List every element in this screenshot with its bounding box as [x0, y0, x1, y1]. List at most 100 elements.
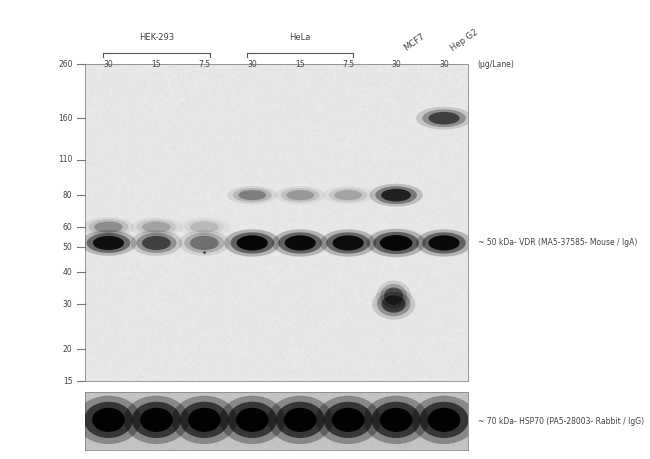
Ellipse shape: [334, 190, 362, 200]
Ellipse shape: [136, 233, 177, 253]
Text: 20: 20: [63, 345, 73, 353]
Ellipse shape: [286, 190, 314, 200]
Ellipse shape: [428, 235, 460, 251]
Ellipse shape: [188, 408, 220, 432]
Ellipse shape: [372, 288, 415, 320]
Ellipse shape: [428, 408, 460, 432]
Ellipse shape: [231, 232, 274, 254]
Ellipse shape: [227, 186, 278, 204]
Text: ~ 50 kDa- VDR (MA5-37585- Mouse / IgA): ~ 50 kDa- VDR (MA5-37585- Mouse / IgA): [478, 239, 637, 247]
Ellipse shape: [373, 232, 419, 254]
Ellipse shape: [380, 408, 412, 432]
Ellipse shape: [142, 222, 171, 233]
Ellipse shape: [233, 188, 272, 202]
Text: (μg/Lane): (μg/Lane): [478, 60, 514, 69]
Ellipse shape: [326, 232, 370, 254]
Ellipse shape: [179, 230, 230, 256]
Ellipse shape: [236, 408, 268, 432]
Ellipse shape: [416, 230, 472, 257]
Text: ~ 70 kDa- HSP70 (PA5-28003- Rabbit / IgG): ~ 70 kDa- HSP70 (PA5-28003- Rabbit / IgG…: [478, 416, 644, 425]
Ellipse shape: [76, 396, 141, 444]
Text: HeLa: HeLa: [289, 33, 311, 42]
Ellipse shape: [363, 396, 429, 444]
Ellipse shape: [184, 233, 224, 253]
Ellipse shape: [172, 396, 237, 444]
Ellipse shape: [367, 229, 426, 257]
Text: 30: 30: [439, 60, 449, 69]
Ellipse shape: [190, 222, 218, 233]
Ellipse shape: [220, 396, 285, 444]
Text: 15: 15: [151, 60, 161, 69]
Ellipse shape: [81, 230, 136, 256]
Ellipse shape: [92, 408, 125, 432]
Ellipse shape: [377, 292, 411, 316]
Text: 15: 15: [63, 376, 73, 386]
Ellipse shape: [275, 186, 325, 204]
Text: 7.5: 7.5: [198, 60, 211, 69]
Ellipse shape: [136, 219, 177, 235]
Ellipse shape: [140, 408, 173, 432]
Ellipse shape: [422, 109, 466, 127]
Ellipse shape: [315, 396, 381, 444]
Ellipse shape: [329, 188, 368, 202]
Text: 60: 60: [63, 223, 73, 232]
Ellipse shape: [375, 186, 417, 204]
Ellipse shape: [422, 232, 466, 254]
Ellipse shape: [411, 396, 476, 444]
Ellipse shape: [320, 230, 376, 257]
Text: 15: 15: [295, 60, 305, 69]
Ellipse shape: [281, 188, 320, 202]
Ellipse shape: [93, 236, 124, 250]
Ellipse shape: [369, 184, 423, 207]
Text: Hep G2: Hep G2: [449, 28, 480, 53]
Ellipse shape: [333, 235, 364, 251]
Ellipse shape: [372, 402, 421, 438]
Text: 110: 110: [58, 155, 73, 164]
Ellipse shape: [332, 408, 365, 432]
Ellipse shape: [124, 396, 189, 444]
Text: 50: 50: [63, 243, 73, 252]
Ellipse shape: [276, 402, 324, 438]
Ellipse shape: [380, 284, 407, 308]
Text: 30: 30: [63, 300, 73, 308]
Ellipse shape: [272, 230, 328, 257]
Ellipse shape: [416, 107, 472, 129]
Ellipse shape: [376, 280, 411, 312]
Ellipse shape: [184, 219, 224, 235]
Ellipse shape: [190, 236, 218, 250]
Text: 260: 260: [58, 60, 73, 69]
Ellipse shape: [382, 295, 406, 313]
Text: 160: 160: [58, 114, 73, 123]
Ellipse shape: [239, 190, 266, 200]
Text: 7.5: 7.5: [342, 60, 354, 69]
Text: 80: 80: [63, 190, 73, 200]
Ellipse shape: [278, 232, 322, 254]
Text: HEK-293: HEK-293: [139, 33, 174, 42]
Ellipse shape: [380, 235, 412, 251]
Text: 40: 40: [63, 268, 73, 277]
Ellipse shape: [284, 408, 317, 432]
Ellipse shape: [420, 402, 469, 438]
Ellipse shape: [88, 219, 129, 235]
Ellipse shape: [132, 402, 181, 438]
Ellipse shape: [142, 236, 171, 250]
Ellipse shape: [237, 235, 268, 251]
Ellipse shape: [382, 189, 411, 202]
Ellipse shape: [324, 402, 372, 438]
Ellipse shape: [228, 402, 277, 438]
Ellipse shape: [83, 217, 135, 237]
Ellipse shape: [180, 402, 229, 438]
Ellipse shape: [131, 230, 182, 256]
Ellipse shape: [224, 230, 280, 257]
Text: 30: 30: [248, 60, 257, 69]
Text: 30: 30: [103, 60, 113, 69]
Ellipse shape: [86, 233, 130, 253]
Ellipse shape: [268, 396, 333, 444]
Ellipse shape: [84, 402, 133, 438]
Text: MCF7: MCF7: [402, 32, 427, 53]
Text: 30: 30: [391, 60, 401, 69]
Ellipse shape: [384, 287, 403, 305]
Ellipse shape: [285, 235, 316, 251]
Ellipse shape: [94, 222, 123, 233]
Ellipse shape: [428, 112, 460, 124]
